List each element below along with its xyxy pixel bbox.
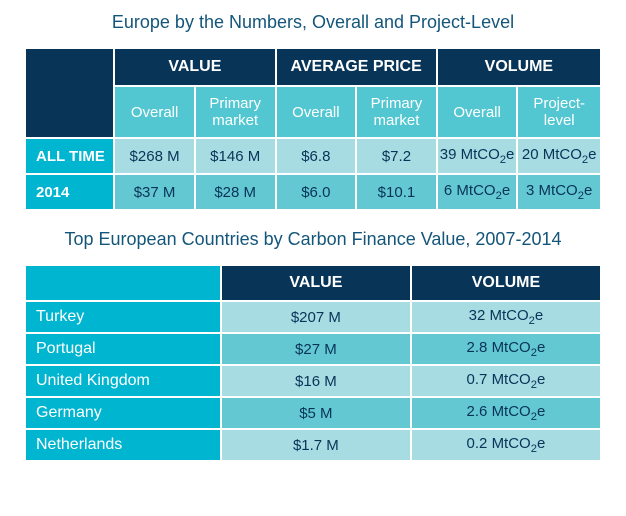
t2-cell: $207 M bbox=[221, 301, 411, 333]
t2-cell: $27 M bbox=[221, 333, 411, 365]
t2-cell: $16 M bbox=[221, 365, 411, 397]
table2: VALUE VOLUME Turkey $207 M 32 MtCO2e Por… bbox=[24, 264, 602, 462]
t1-cell: $37 M bbox=[114, 174, 195, 210]
t2-row-label: Germany bbox=[25, 397, 221, 429]
t2-cell: 0.7 MtCO2e bbox=[411, 365, 601, 397]
t1-sub: Overall bbox=[114, 86, 195, 138]
t2-cell: $1.7 M bbox=[221, 429, 411, 461]
t1-sub: Project-level bbox=[517, 86, 601, 138]
t2-cell: 2.8 MtCO2e bbox=[411, 333, 601, 365]
t2-row-label: United Kingdom bbox=[25, 365, 221, 397]
t2-cell: 32 MtCO2e bbox=[411, 301, 601, 333]
table1-title: Europe by the Numbers, Overall and Proje… bbox=[24, 12, 602, 33]
t1-group-avgprice: AVERAGE PRICE bbox=[276, 48, 437, 86]
t1-cell: $28 M bbox=[195, 174, 276, 210]
t1-cell: $6.0 bbox=[276, 174, 357, 210]
t1-cell: $7.2 bbox=[356, 138, 437, 174]
t1-cell: 39 MtCO2e bbox=[437, 138, 518, 174]
t1-row-label: ALL TIME bbox=[25, 138, 114, 174]
t2-cell: 0.2 MtCO2e bbox=[411, 429, 601, 461]
t2-row-label: Netherlands bbox=[25, 429, 221, 461]
t1-group-value: VALUE bbox=[114, 48, 275, 86]
t1-cell: 20 MtCO2e bbox=[517, 138, 601, 174]
table1: VALUE AVERAGE PRICE VOLUME Overall Prima… bbox=[24, 47, 602, 211]
t1-sub: Primary market bbox=[356, 86, 437, 138]
t1-group-volume: VOLUME bbox=[437, 48, 601, 86]
table2-title: Top European Countries by Carbon Finance… bbox=[24, 229, 602, 250]
t1-cell: $268 M bbox=[114, 138, 195, 174]
t1-row-label: 2014 bbox=[25, 174, 114, 210]
t2-row-label: Portugal bbox=[25, 333, 221, 365]
t1-cell: $10.1 bbox=[356, 174, 437, 210]
t1-cell: 3 MtCO2e bbox=[517, 174, 601, 210]
t2-header: VOLUME bbox=[411, 265, 601, 301]
t1-sub: Primary market bbox=[195, 86, 276, 138]
t1-corner bbox=[25, 48, 114, 138]
t2-corner bbox=[25, 265, 221, 301]
t1-cell: 6 MtCO2e bbox=[437, 174, 518, 210]
t2-cell: $5 M bbox=[221, 397, 411, 429]
t2-cell: 2.6 MtCO2e bbox=[411, 397, 601, 429]
t1-sub: Overall bbox=[276, 86, 357, 138]
t1-cell: $146 M bbox=[195, 138, 276, 174]
t2-row-label: Turkey bbox=[25, 301, 221, 333]
t1-sub: Overall bbox=[437, 86, 518, 138]
t2-header: VALUE bbox=[221, 265, 411, 301]
t1-cell: $6.8 bbox=[276, 138, 357, 174]
